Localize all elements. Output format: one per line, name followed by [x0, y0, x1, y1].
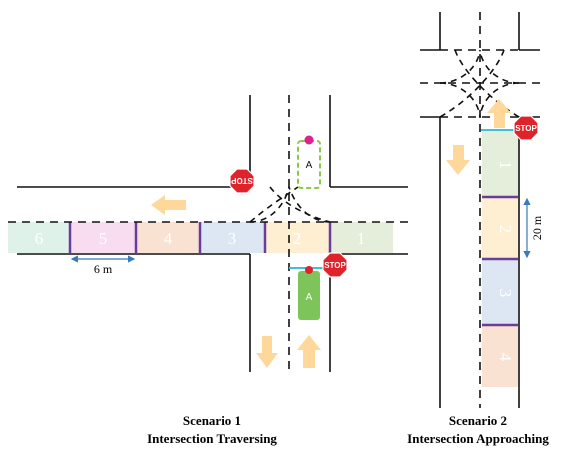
scenario2-caption-title: Scenario 2 — [449, 413, 507, 428]
stop-sign-lower-label: STOP — [324, 261, 346, 270]
scenario2-caption-subtitle: Intersection Approaching — [407, 431, 549, 446]
zone-length-label: 20 m — [530, 215, 544, 240]
scenario2-center-lines — [420, 12, 540, 408]
arrow-down-icon — [256, 336, 278, 368]
zone-6 — [8, 222, 70, 253]
zone-4-label: 4 — [164, 229, 173, 248]
scenario1: 6 5 4 3 2 1 A — [8, 95, 408, 446]
scenario1-caption-title: Scenario 1 — [183, 413, 241, 428]
zone-2-label: 2 — [293, 229, 302, 248]
zone-2 — [265, 222, 330, 253]
zone-5-label: 5 — [99, 229, 108, 248]
scenario2-road-edges — [420, 12, 540, 408]
zone-1 — [330, 222, 393, 253]
s2-arrow-up-icon — [487, 99, 511, 128]
scenario1-zones — [8, 222, 393, 253]
stop-sign-upper: STOP — [229, 168, 255, 194]
zone-1-label: 1 — [357, 229, 366, 248]
scenario2-zones — [482, 131, 518, 387]
stop-sign-upper-label: STOP — [231, 176, 253, 185]
s2-zone-1 — [482, 131, 518, 197]
s2-zone-3-label: 3 — [496, 289, 515, 298]
stop-sign-s2-label: STOP — [515, 124, 537, 133]
zone-width-label: 6 m — [94, 262, 113, 276]
zone-3-label: 3 — [228, 229, 237, 248]
scenario1-center-lines — [8, 95, 408, 372]
ghost-vehicle-a-label: A — [306, 160, 313, 171]
vehicle-a-marker — [305, 266, 313, 274]
scenario1-turn-paths — [249, 186, 331, 223]
s2-zone-4 — [482, 325, 518, 387]
scenario2-turn-paths — [439, 49, 520, 118]
s2-zone-1-label: 1 — [496, 161, 515, 170]
scenario1-zone-dividers — [68, 222, 332, 253]
s2-arrow-down-icon — [446, 145, 470, 175]
s2-zone-4-label: 4 — [496, 353, 515, 362]
stop-sign-s2: STOP — [513, 115, 539, 141]
arrow-left-icon — [151, 195, 186, 215]
s2-zone-2 — [482, 197, 518, 259]
zone-3 — [200, 222, 265, 253]
scenario2-zone-dividers — [482, 195, 518, 327]
zone-6-label: 6 — [35, 229, 44, 248]
ghost-vehicle-marker — [304, 135, 314, 145]
zone-4 — [136, 222, 200, 253]
s2-zone-3 — [482, 259, 518, 325]
scenario1-caption-subtitle: Intersection Traversing — [147, 431, 277, 446]
s2-zone-2-label: 2 — [496, 225, 515, 234]
scenario2: 1 2 3 4 — [407, 12, 549, 446]
vehicle-a — [298, 271, 320, 320]
stop-sign-lower: STOP — [322, 252, 348, 278]
zone-5 — [70, 222, 136, 253]
arrow-up-icon — [297, 335, 321, 368]
vehicle-a-label: A — [306, 292, 313, 303]
